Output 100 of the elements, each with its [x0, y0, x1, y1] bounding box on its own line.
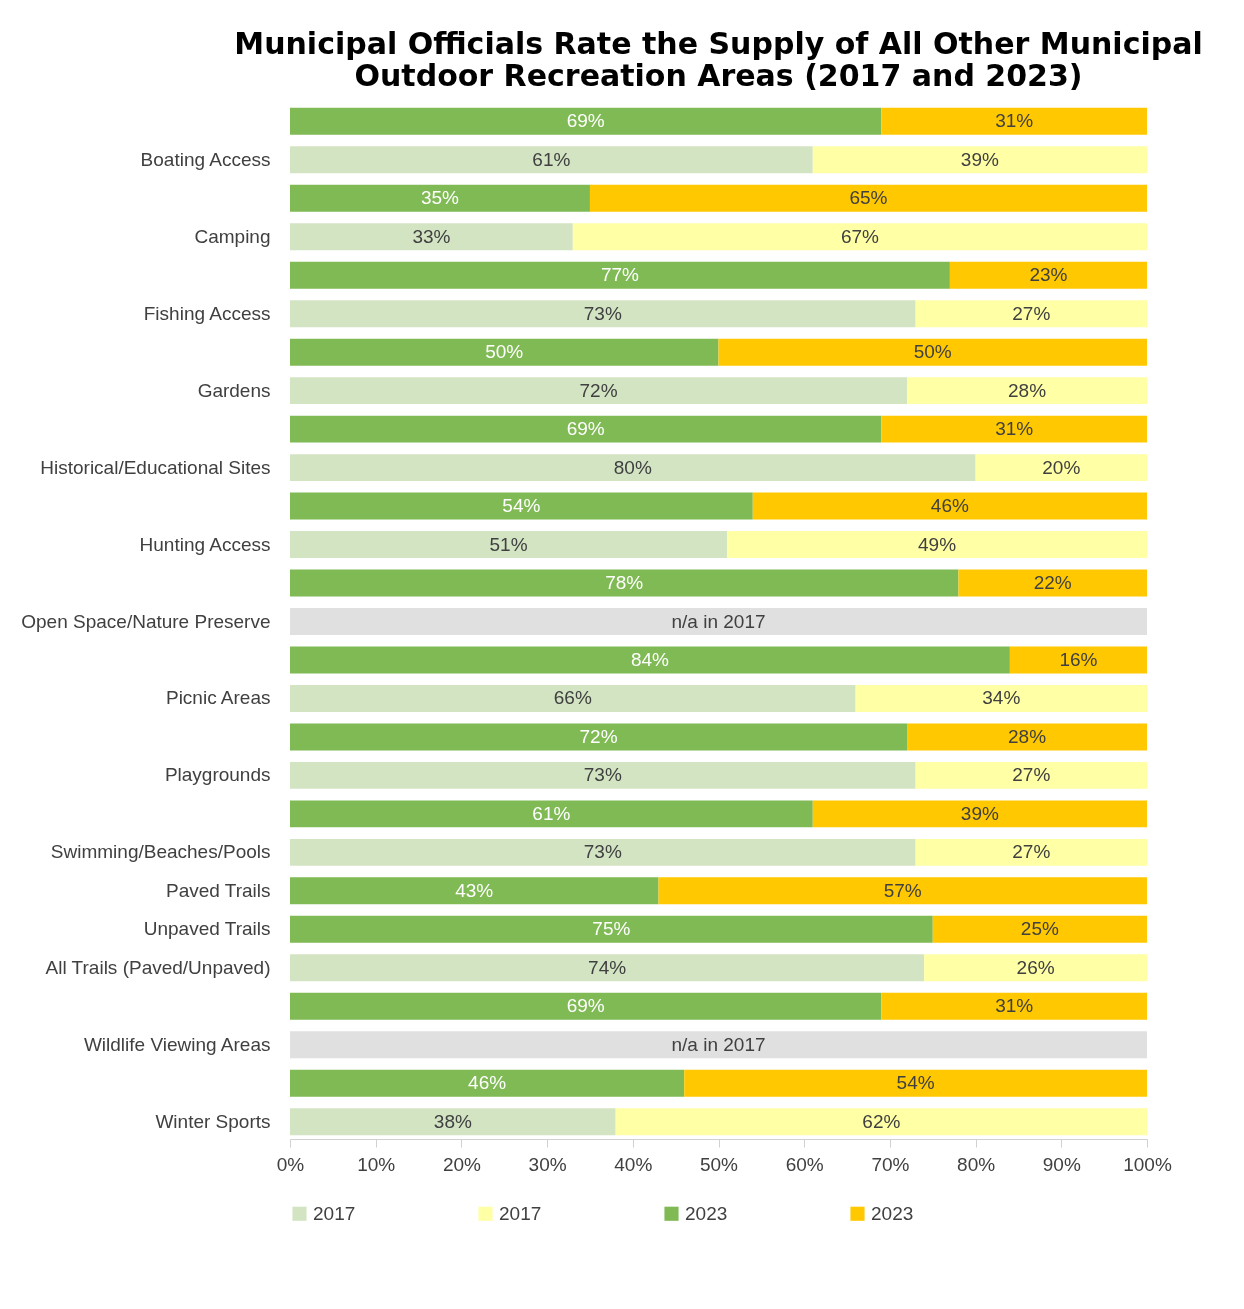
- data-label: 73%: [583, 302, 622, 324]
- chart-title: Municipal Officials Rate the Supply of All Other Municipal Outdoor Recreation Areas (2017 and 2023): [234, 26, 1203, 93]
- bar: [615, 1108, 1147, 1136]
- data-label: 49%: [918, 533, 957, 555]
- x-tick-label: 40%: [614, 1153, 653, 1175]
- bar: [290, 107, 882, 135]
- bar: [658, 877, 1147, 905]
- bar: [975, 454, 1147, 482]
- bar: [290, 877, 659, 905]
- data-label: 66%: [553, 687, 592, 709]
- bar: [812, 146, 1147, 174]
- bar: [290, 1031, 1147, 1059]
- bar: [290, 184, 590, 212]
- data-label: 80%: [613, 456, 652, 478]
- y-tick-label: Playgrounds: [164, 764, 271, 786]
- y-tick-label: Boating Access: [140, 148, 271, 170]
- bar: [290, 1108, 616, 1136]
- bar: [915, 300, 1147, 328]
- legend-label: 2017: [313, 1202, 356, 1224]
- y-tick-label: Wildlife Viewing Areas: [83, 1033, 271, 1055]
- data-label: 50%: [913, 341, 952, 363]
- x-tick-label: 80%: [957, 1153, 996, 1175]
- data-label: 33%: [412, 225, 451, 247]
- legend-label: 2023: [685, 1202, 728, 1224]
- data-label: 69%: [566, 995, 605, 1017]
- bar: [958, 569, 1147, 597]
- bar: [290, 261, 950, 289]
- data-label: n/a in 2017: [671, 610, 766, 632]
- bar: [290, 992, 882, 1020]
- data-label: 73%: [583, 841, 622, 863]
- data-label: 31%: [995, 995, 1034, 1017]
- bar: [290, 684, 856, 712]
- data-label: 65%: [849, 187, 888, 209]
- bar: [907, 723, 1147, 751]
- data-label: 77%: [600, 264, 640, 286]
- bar: [290, 531, 728, 559]
- data-label: 23%: [1029, 264, 1068, 286]
- data-label: 31%: [995, 418, 1034, 440]
- bar: [727, 531, 1147, 559]
- data-label: 78%: [605, 572, 644, 594]
- y-tick-label: Historical/Educational Sites: [40, 456, 271, 478]
- y-tick-label: Unpaved Trails: [143, 918, 271, 940]
- bar: [290, 608, 1147, 635]
- data-label: 74%: [588, 956, 627, 978]
- bar: [907, 377, 1147, 405]
- y-tick-label: Gardens: [197, 379, 271, 401]
- x-tick-label: 100%: [1123, 1153, 1172, 1175]
- bar: [290, 454, 976, 482]
- data-label: 39%: [960, 148, 999, 170]
- data-label: 25%: [1020, 918, 1059, 940]
- data-label: 31%: [995, 110, 1034, 132]
- bar: [684, 1069, 1147, 1097]
- data-label: 43%: [455, 879, 494, 901]
- y-tick-label: Hunting Access: [139, 533, 271, 555]
- bar: [290, 492, 753, 520]
- data-label: 67%: [840, 225, 880, 247]
- bar: [932, 915, 1147, 943]
- bar: [290, 761, 916, 789]
- data-label: 28%: [1008, 725, 1047, 747]
- bar: [290, 377, 908, 405]
- legend-label: 2017: [499, 1202, 542, 1224]
- bar: [718, 338, 1147, 366]
- data-label: 38%: [433, 1110, 472, 1132]
- bar: [924, 954, 1147, 982]
- data-label: 27%: [1012, 764, 1051, 786]
- data-label: 39%: [960, 802, 999, 824]
- data-label: 34%: [982, 687, 1021, 709]
- x-tick-label: 90%: [1042, 1153, 1081, 1175]
- bar: [1009, 646, 1147, 674]
- data-label: 61%: [532, 148, 571, 170]
- y-tick-label: Winter Sports: [155, 1110, 271, 1132]
- data-label: 54%: [896, 1072, 935, 1094]
- data-label: 16%: [1059, 648, 1098, 670]
- legend-label: 2023: [871, 1202, 914, 1224]
- data-label: 28%: [1008, 379, 1047, 401]
- data-label: 22%: [1033, 572, 1072, 594]
- y-tick-label: Paved Trails: [165, 879, 271, 901]
- bar: [290, 838, 916, 866]
- data-label: 46%: [930, 495, 970, 517]
- x-tick-label: 20%: [442, 1153, 482, 1175]
- data-label: 69%: [566, 110, 605, 132]
- x-tick-label: 30%: [528, 1153, 567, 1175]
- y-tick-label: Open Space/Nature Preserve: [21, 610, 271, 632]
- bar: [290, 646, 1010, 674]
- bar: [290, 954, 925, 982]
- data-label: 27%: [1012, 841, 1051, 863]
- data-label: 75%: [592, 918, 631, 940]
- bar: [915, 838, 1147, 866]
- y-tick-label: Picnic Areas: [165, 687, 271, 709]
- y-tick-label: Swimming/Beaches/Pools: [50, 841, 271, 863]
- y-tick-label: Fishing Access: [143, 302, 271, 324]
- data-label: 50%: [485, 341, 524, 363]
- bar: [949, 261, 1147, 289]
- bar: [290, 1069, 685, 1097]
- bar: [915, 761, 1147, 789]
- bar: [290, 146, 813, 174]
- x-tick-label: 60%: [785, 1153, 824, 1175]
- bar: [290, 223, 573, 251]
- bar: [881, 992, 1147, 1020]
- bar: [881, 415, 1147, 443]
